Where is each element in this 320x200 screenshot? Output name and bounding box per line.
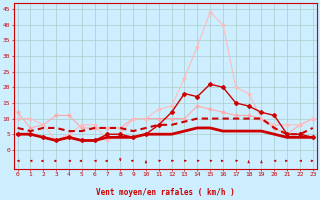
- X-axis label: Vent moyen/en rafales ( km/h ): Vent moyen/en rafales ( km/h ): [96, 188, 235, 197]
